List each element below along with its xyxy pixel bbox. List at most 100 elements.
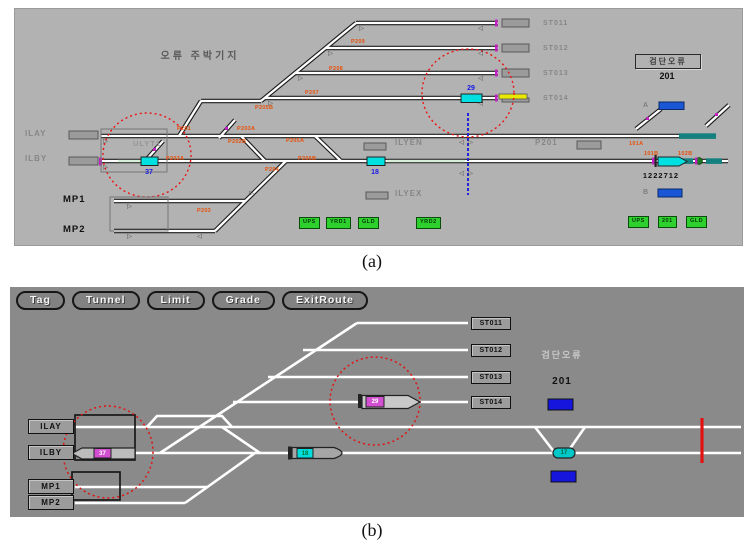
train-101b-block[interactable] — [654, 155, 689, 167]
direction-arrow-icon: ▷ — [249, 190, 254, 197]
limit-button[interactable]: Limit — [146, 291, 205, 310]
button-yrd1[interactable]: YRD1 — [326, 217, 351, 229]
station-label-st012: ST012 — [543, 45, 569, 52]
exitroute-button[interactable]: ExitRoute — [281, 291, 368, 310]
direction-arrow-icon: ▷ — [103, 138, 108, 145]
panel-a-scada-screen: 오류 주박기지 ST011 ST012 ST013 ST014 ILAY ILB… — [14, 8, 743, 246]
crossing-arrows-icon: ◁▷ — [459, 170, 477, 177]
indicator-b-label: B — [643, 189, 649, 196]
track-label-ilay: ILAY — [25, 129, 47, 138]
point-label-p204: P204 — [265, 167, 280, 173]
train-29-symbol[interactable] — [358, 394, 422, 410]
track-label-ilby: ILBY — [25, 154, 48, 163]
alert-circles — [62, 356, 421, 499]
indicator-lamp-bottom — [550, 470, 577, 483]
error-code: 201 — [552, 376, 572, 387]
station-box-st014: ST014 — [471, 396, 511, 409]
train-17-symbol[interactable] — [552, 447, 576, 459]
track-box-mp2: MP2 — [28, 495, 74, 510]
indicator-a-label: A — [643, 102, 649, 109]
panel-b-map-screen: Tag Tunnel Limit Grade ExitRoute ILAY IL… — [10, 287, 744, 517]
caption-b: (b) — [361, 520, 383, 540]
direction-arrow-icon: ◁ — [478, 75, 483, 82]
point-label-p203a: P203A — [237, 126, 256, 132]
button-ups[interactable]: UPS — [299, 217, 320, 229]
caption-a: (a) — [362, 251, 382, 271]
direction-arrow-icon: ▷ — [127, 203, 132, 210]
track-box-ilay: ILAY — [28, 419, 74, 434]
train-29-number[interactable]: 29 — [371, 399, 379, 405]
button-yrd2[interactable]: YRD2 — [416, 217, 441, 229]
panel-a-track-diagram — [68, 18, 731, 234]
station-box-st013: ST013 — [471, 371, 511, 384]
train-17-number[interactable]: 17 — [560, 450, 568, 456]
station-label-st013: ST013 — [543, 70, 569, 77]
point-label-101a: 101A — [629, 141, 644, 147]
direction-arrow-icon: ▷ — [298, 75, 303, 82]
point-label-102b: 102B — [678, 151, 693, 157]
train-37-number[interactable]: 37 — [99, 451, 106, 457]
train-29-block[interactable] — [460, 93, 483, 103]
direction-arrow-icon: ▷ — [127, 233, 132, 240]
train-18-number[interactable]: 18 — [371, 169, 379, 176]
train-37-block[interactable] — [140, 156, 159, 166]
track-lines — [75, 321, 741, 505]
crossing-arrows-icon: ◁▷ — [459, 139, 477, 146]
indicator-b-lamp — [657, 188, 683, 198]
point-label-p207: P207 — [305, 90, 320, 96]
tag-button[interactable]: Tag — [16, 291, 65, 310]
train-18-block[interactable] — [366, 156, 386, 166]
point-label-p208: P208 — [329, 66, 344, 72]
tunnel-button[interactable]: Tunnel — [71, 291, 140, 310]
button-gld[interactable]: GLD — [358, 217, 380, 229]
yard-boxes — [100, 128, 169, 232]
direction-arrow-icon: ▷ — [359, 25, 364, 32]
direction-arrow-icon: ▷ — [268, 100, 273, 107]
point-label-p205a: P205A — [286, 138, 305, 144]
train-18-number[interactable]: 18 — [301, 451, 309, 457]
error-check-button[interactable]: 검단오류 — [635, 54, 701, 69]
alert-circles — [102, 48, 515, 198]
error-code: 201 — [659, 71, 675, 81]
point-label-p206b: P206B — [298, 156, 317, 162]
direction-arrow-icon: ▷ — [103, 164, 108, 171]
direction-arrow-icon: ◁ — [478, 100, 483, 107]
track-label-ilyen: ILYEN — [395, 138, 423, 147]
track-label-mp1: MP1 — [63, 194, 86, 205]
button-ups-right[interactable]: UPS — [628, 216, 649, 228]
station-label-st014: ST014 — [543, 95, 569, 102]
train-37-number[interactable]: 37 — [145, 169, 153, 176]
direction-arrow-icon: ◁ — [197, 233, 202, 240]
indicator-lamp-top — [547, 398, 574, 411]
track-label-ilyex: ILYEX — [395, 189, 423, 198]
panel-b-track-diagram — [62, 321, 741, 505]
button-gld-right[interactable]: GLD — [686, 216, 708, 228]
direction-arrow-icon: ◁ — [478, 50, 483, 57]
train-29-number[interactable]: 29 — [467, 85, 475, 92]
grade-button[interactable]: Grade — [211, 291, 275, 310]
point-label-p202b: P202B — [228, 139, 247, 145]
point-label-101b: 101B — [644, 151, 659, 157]
train-car-id: 1222712 — [642, 171, 680, 180]
station-box-st012: ST012 — [471, 344, 511, 357]
toolbar: Tag Tunnel Limit Grade ExitRoute — [16, 291, 368, 310]
button-201[interactable]: 201 — [658, 216, 677, 228]
point-label-p209: P209 — [351, 39, 366, 45]
train-37-symbol[interactable] — [70, 447, 136, 460]
train-18-symbol[interactable] — [288, 446, 343, 460]
track-box-ilby: ILBY — [28, 445, 74, 460]
track-label-p201-section: P201 — [535, 138, 558, 147]
direction-arrow-icon: ▷ — [328, 50, 333, 57]
point-label-p205b: P205B — [255, 105, 274, 111]
track-label-ulyt1: ULYT1 — [133, 139, 162, 148]
track-label-mp2: MP2 — [63, 224, 86, 235]
yard-title: 오류 주박기지 — [160, 51, 240, 62]
track-box-mp1: MP1 — [28, 479, 74, 494]
indicator-a-lamp — [658, 101, 685, 110]
error-label: 검단오류 — [541, 350, 583, 360]
station-box-st011: ST011 — [471, 317, 511, 330]
buffer-stops — [68, 18, 602, 200]
point-label-p201: P201 — [177, 126, 192, 132]
point-label-p203: P203 — [197, 208, 212, 214]
station-label-st011: ST011 — [543, 20, 569, 27]
